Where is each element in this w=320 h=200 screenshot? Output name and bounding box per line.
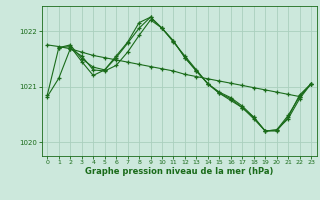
X-axis label: Graphe pression niveau de la mer (hPa): Graphe pression niveau de la mer (hPa) [85, 167, 273, 176]
